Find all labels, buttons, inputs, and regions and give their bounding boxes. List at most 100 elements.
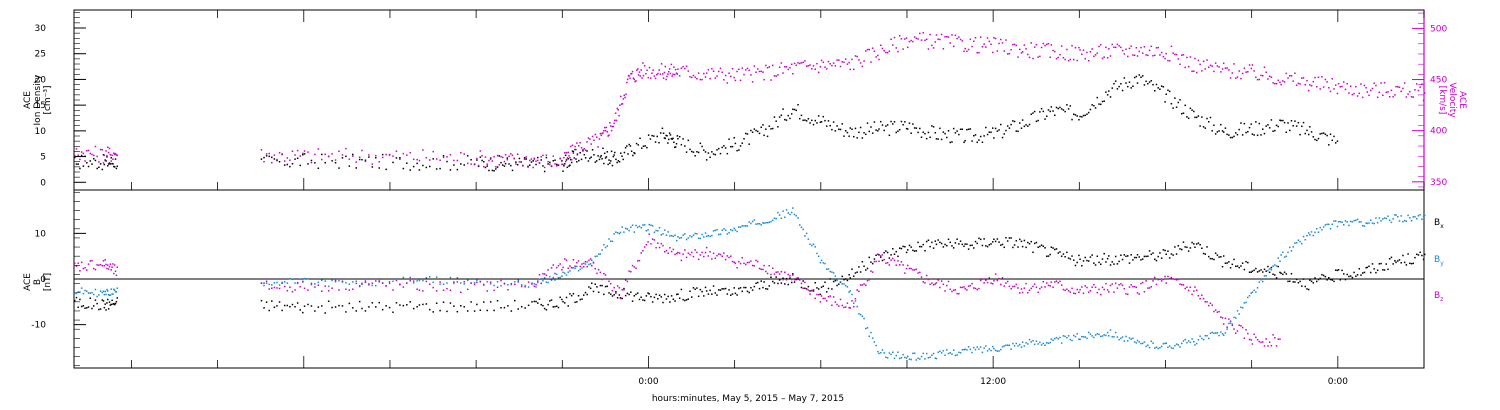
top-data-point [1125, 48, 1127, 51]
bottom-data-point [954, 242, 957, 244]
bottom-data-point [1306, 288, 1308, 290]
bottom-data-point [579, 268, 582, 271]
top-data-point [622, 98, 625, 100]
top-data-point [1279, 119, 1281, 121]
bottom-data-point [925, 352, 928, 355]
bottom-data-point [1251, 343, 1254, 345]
bottom-data-point [1280, 272, 1282, 275]
bottom-data-point [1084, 336, 1086, 338]
bottom-data-point [934, 357, 937, 359]
bottom-data-point [355, 310, 357, 312]
bottom-data-point [1260, 278, 1262, 281]
top-data-point [817, 71, 820, 74]
top-data-point [412, 165, 415, 168]
bottom-data-point [1366, 266, 1369, 269]
bottom-data-point [1333, 280, 1335, 283]
top-data-point [819, 121, 822, 123]
top-data-point [595, 136, 598, 138]
bottom-data-point [645, 295, 648, 297]
bottom-data-point [689, 235, 691, 237]
top-data-point [985, 46, 987, 48]
bottom-data-point [1076, 288, 1078, 291]
top-data-point [730, 145, 732, 148]
bottom-data-point [552, 306, 555, 308]
top-data-point [495, 166, 497, 168]
bottom-data-point [507, 305, 509, 307]
top-data-point [575, 148, 577, 151]
top-data-point [618, 160, 621, 163]
top-data-point [736, 70, 738, 73]
bottom-data-point [321, 290, 323, 292]
bottom-data-point [416, 280, 418, 282]
top-data-point [547, 163, 549, 165]
top-data-point [570, 145, 572, 148]
top-data-point [273, 158, 276, 160]
bottom-data-point [809, 293, 811, 295]
bottom-data-point [703, 295, 705, 297]
top-data-point [1109, 96, 1112, 98]
bottom-data-point [334, 279, 337, 282]
bottom-data-point [355, 280, 357, 283]
bottom-data-point [381, 282, 384, 284]
bottom-data-point [723, 228, 725, 230]
bottom-data-point [1154, 258, 1156, 261]
bottom-data-point [1087, 291, 1090, 294]
top-data-point [1270, 76, 1273, 79]
top-data-point [958, 36, 960, 38]
bottom-data-point [1294, 242, 1296, 244]
bottom-data-point [435, 302, 438, 304]
bottom-data-point [74, 299, 76, 302]
top-data-point [1334, 84, 1337, 86]
bottom-data-point [496, 299, 499, 302]
bottom-data-point [949, 288, 951, 291]
bottom-data-point [310, 305, 313, 307]
bottom-data-point [971, 244, 973, 247]
top-data-point [1285, 131, 1288, 134]
bottom-data-point [1133, 256, 1136, 259]
top-right-axis-title: ACEVelocity[km/s] [1437, 82, 1467, 118]
top-data-point [511, 154, 514, 157]
top-data-point [870, 61, 872, 63]
bottom-data-point [678, 237, 681, 239]
bottom-data-point [592, 261, 595, 264]
top-data-point [516, 163, 519, 166]
top-data-point [939, 38, 941, 41]
bottom-data-point [670, 295, 673, 297]
top-data-point [944, 132, 946, 135]
bottom-data-point [1105, 282, 1107, 285]
bottom-data-point [816, 287, 818, 289]
top-data-point [1069, 105, 1072, 107]
top-data-point [590, 156, 592, 158]
top-data-point [704, 76, 707, 78]
top-data-point [624, 147, 627, 149]
top-data-point [890, 38, 892, 41]
bottom-data-point [904, 272, 906, 274]
bottom-data-point [763, 222, 765, 224]
bottom-data-point [1020, 346, 1023, 348]
top-data-point [1012, 43, 1014, 46]
bottom-data-point [608, 292, 610, 294]
bottom-data-point [1253, 289, 1255, 292]
top-data-point [375, 154, 377, 157]
top-data-point [1136, 82, 1139, 84]
bottom-data-point [834, 275, 837, 277]
bottom-data-point [514, 283, 516, 286]
bottom-data-point [1410, 220, 1413, 222]
top-data-point [649, 77, 652, 79]
bottom-data-point [463, 281, 465, 283]
top-data-point [1157, 46, 1159, 49]
bottom-data-point [296, 302, 299, 304]
bottom-data-point [1233, 328, 1235, 330]
top-data-point [610, 129, 613, 132]
top-data-point [1159, 88, 1161, 90]
bottom-data-point [108, 265, 111, 268]
top-data-point [871, 132, 874, 134]
top-data-point [1030, 113, 1032, 116]
bottom-data-point [1368, 222, 1370, 224]
bottom-data-point [273, 282, 276, 284]
bottom-data-point [910, 358, 912, 361]
top-data-point [865, 50, 867, 52]
top-data-point [564, 163, 566, 165]
top-data-point [582, 149, 584, 151]
bottom-data-point [1193, 243, 1195, 245]
